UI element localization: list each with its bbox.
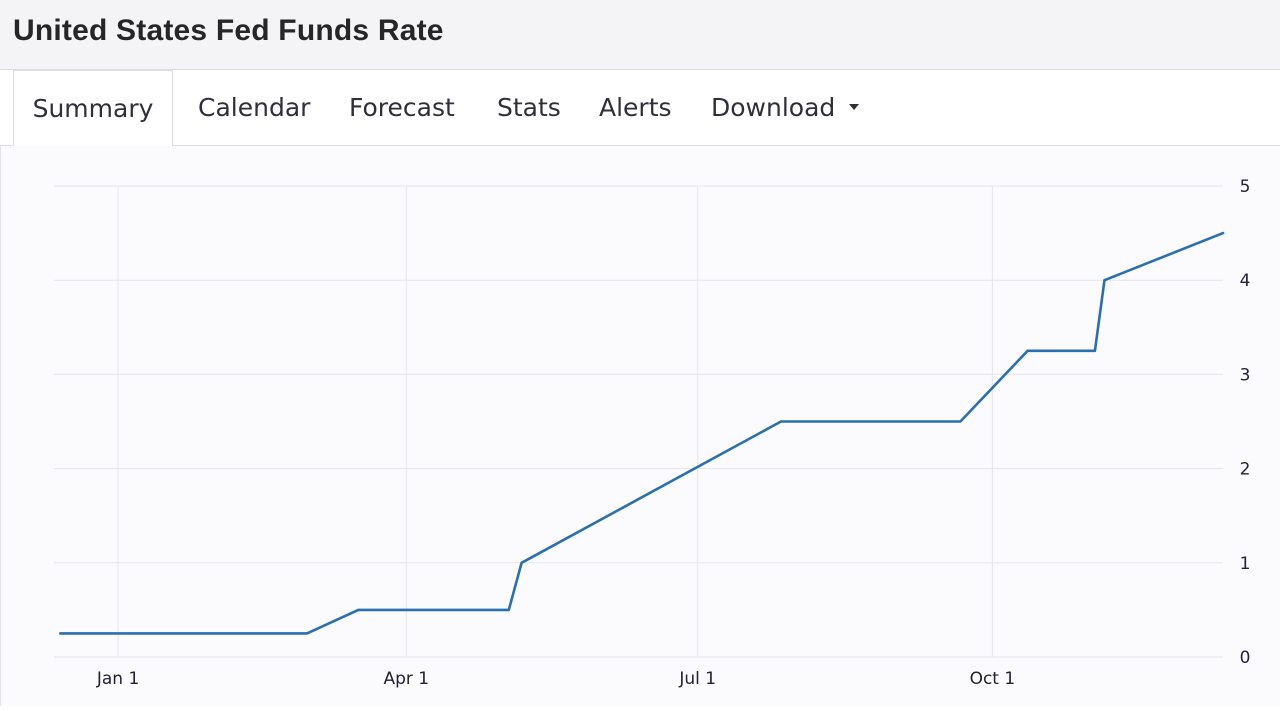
y-tick-labels: 0 1 2 3 4 5 xyxy=(1240,177,1251,668)
series-point xyxy=(507,608,510,612)
fed-funds-rate-chart: 0 1 2 3 4 5 Jan 1 Apr 1 Jul 1 Oct 1 xyxy=(54,177,1251,689)
y-gridlines xyxy=(54,185,1223,658)
tab-download-label: Download xyxy=(711,93,836,122)
series-point xyxy=(59,632,62,635)
series-group xyxy=(59,231,1225,635)
tab-download[interactable]: Download xyxy=(711,70,860,146)
series-point xyxy=(305,632,309,635)
series-point xyxy=(1103,279,1106,282)
y-tick-label: 1 xyxy=(1240,554,1251,574)
tab-alerts[interactable]: Alerts xyxy=(599,70,672,146)
tab-summary-label: Summary xyxy=(32,94,154,123)
series-line xyxy=(59,231,1225,635)
tab-calendar[interactable]: Calendar xyxy=(198,70,310,146)
chart-panel: 0 1 2 3 4 5 Jan 1 Apr 1 Jul 1 Oct 1 xyxy=(0,146,1280,706)
tab-stats-label: Stats xyxy=(497,93,561,122)
series-point xyxy=(779,420,783,423)
x-tick-label: Oct 1 xyxy=(970,669,1016,689)
y-tick-label: 0 xyxy=(1240,648,1251,668)
series-point xyxy=(1221,231,1225,235)
chevron-down-icon xyxy=(849,104,860,110)
tab-calendar-label: Calendar xyxy=(198,93,311,122)
x-tick-label: Jul 1 xyxy=(678,669,716,689)
series-point xyxy=(959,420,962,423)
x-tick-label: Jan 1 xyxy=(96,669,139,689)
y-tick-label: 2 xyxy=(1240,460,1251,480)
series-point xyxy=(1093,349,1097,353)
y-tick-label: 3 xyxy=(1240,365,1251,385)
tab-stats[interactable]: Stats xyxy=(497,70,561,146)
x-tick-labels: Jan 1 Apr 1 Jul 1 Oct 1 xyxy=(96,669,1015,689)
page-title: United States Fed Funds Rate xyxy=(13,14,444,47)
tab-summary[interactable]: Summary xyxy=(13,70,173,148)
x-tick-label: Apr 1 xyxy=(383,669,429,689)
y-tick-label: 4 xyxy=(1240,271,1251,291)
tab-bar: Summary Calendar Forecast Stats Alerts D… xyxy=(0,70,1280,148)
series-point xyxy=(520,561,523,564)
tab-forecast-label: Forecast xyxy=(349,93,455,122)
page-header: United States Fed Funds Rate xyxy=(0,0,1280,70)
tab-forecast[interactable]: Forecast xyxy=(349,70,455,146)
y-tick-label: 5 xyxy=(1240,177,1251,197)
series-point xyxy=(1026,349,1029,353)
series-point xyxy=(357,608,360,612)
tab-alerts-label: Alerts xyxy=(599,93,672,122)
x-gridlines xyxy=(117,186,993,657)
